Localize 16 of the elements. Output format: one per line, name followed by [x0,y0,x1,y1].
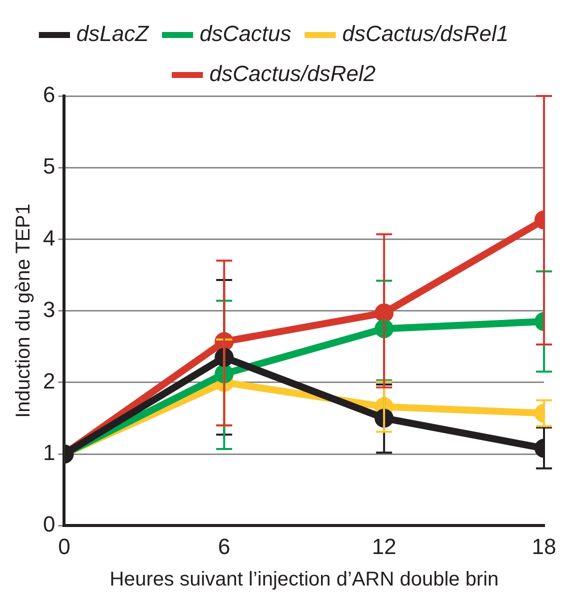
y-tick-label: 5 [42,154,56,179]
y-tick-label: 6 [42,82,56,108]
legend-label: dsCactus [200,21,292,46]
y-tick-label: 0 [42,512,56,537]
y-tick-label: 3 [42,296,56,322]
x-tick-label: 6 [218,534,230,559]
x-tick-label: 12 [372,534,396,559]
x-tick-label: 18 [532,534,556,559]
x-axis-title: Heures suivant l’injection d’ARN double brin [110,568,499,591]
y-axis-title: Induction du gène TEP1 [12,204,35,418]
legend-label: dsCactus/dsRel1 [342,21,509,46]
legend-label: dsCactus/dsRel2 [209,61,376,86]
y-tick-label: 4 [42,225,56,250]
legend-label: dsLacZ [76,21,150,46]
y-tick-label: 2 [42,368,56,394]
y-tick-label: 1 [42,440,56,466]
